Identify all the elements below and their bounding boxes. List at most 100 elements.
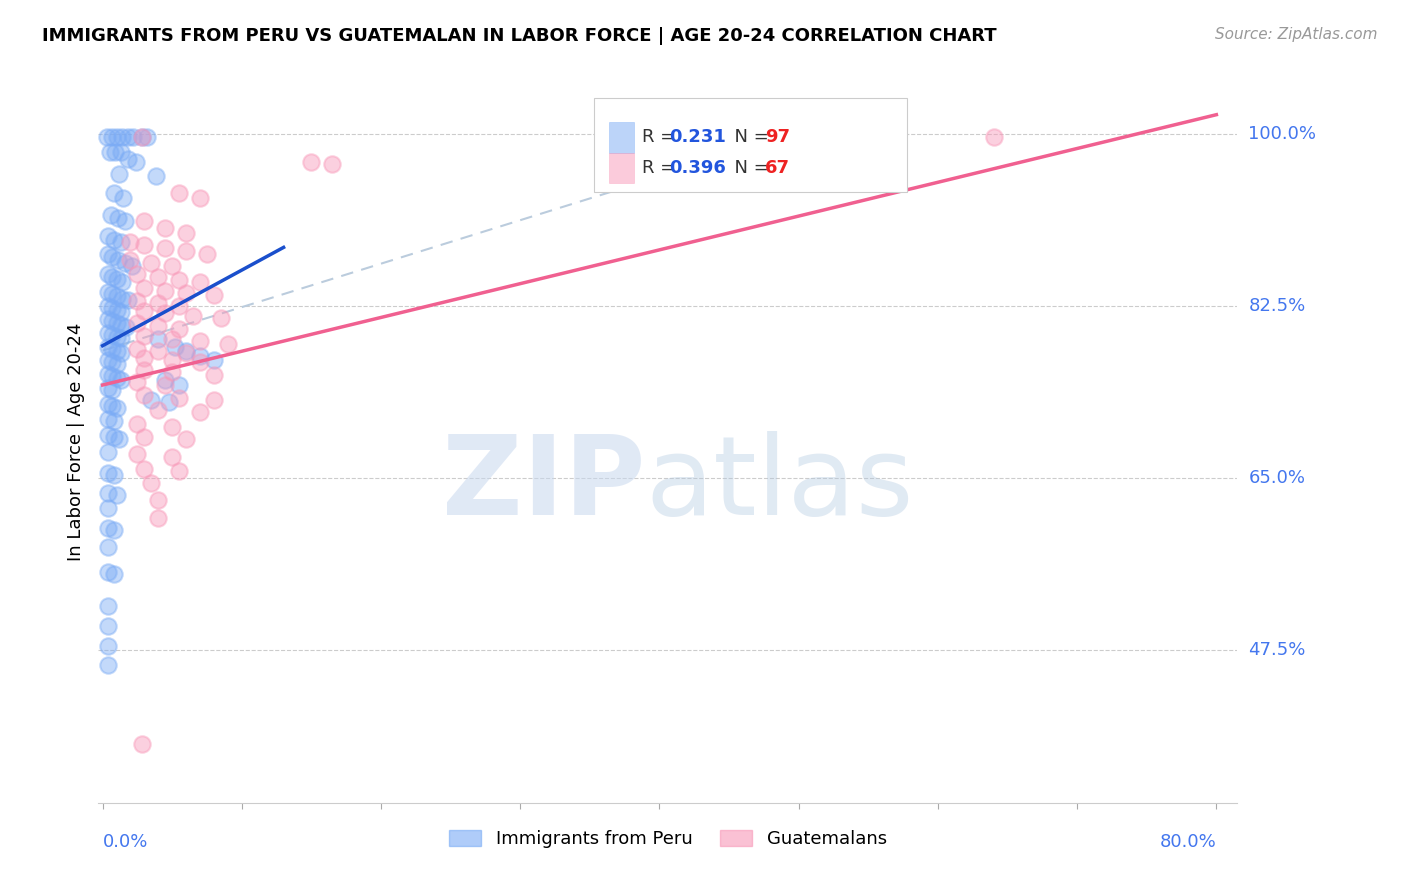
- Point: [127, 316, 149, 330]
- Point: [97, 285, 120, 299]
- Point: [155, 373, 177, 387]
- Point: [188, 334, 211, 348]
- Point: [844, 130, 866, 145]
- Point: [105, 357, 128, 371]
- Point: [167, 391, 190, 405]
- Point: [114, 214, 136, 228]
- Point: [105, 330, 128, 344]
- Text: R =: R =: [641, 128, 681, 146]
- Point: [131, 130, 153, 145]
- Point: [174, 226, 197, 240]
- Point: [301, 154, 323, 169]
- Point: [148, 296, 170, 310]
- Text: 67: 67: [765, 159, 790, 177]
- Point: [111, 275, 134, 289]
- Text: 82.5%: 82.5%: [1249, 297, 1306, 316]
- Point: [120, 235, 142, 250]
- Point: [141, 476, 163, 491]
- Text: IMMIGRANTS FROM PERU VS GUATEMALAN IN LABOR FORCE | AGE 20-24 CORRELATION CHART: IMMIGRANTS FROM PERU VS GUATEMALAN IN LA…: [42, 27, 997, 45]
- Point: [160, 420, 183, 434]
- Point: [101, 399, 124, 413]
- Point: [167, 464, 190, 478]
- Text: 47.5%: 47.5%: [1249, 641, 1306, 659]
- FancyBboxPatch shape: [609, 122, 634, 153]
- Point: [97, 267, 120, 281]
- Point: [148, 402, 170, 417]
- Point: [105, 488, 128, 502]
- Point: [97, 368, 120, 382]
- Point: [155, 378, 177, 392]
- Point: [148, 343, 170, 358]
- Point: [105, 316, 128, 330]
- Point: [98, 145, 121, 159]
- Point: [188, 191, 211, 205]
- Point: [127, 342, 149, 356]
- Point: [202, 392, 225, 407]
- Point: [101, 130, 124, 145]
- Point: [160, 353, 183, 368]
- Point: [105, 288, 128, 302]
- Point: [117, 293, 139, 308]
- FancyBboxPatch shape: [609, 153, 634, 183]
- Point: [105, 303, 128, 318]
- Point: [160, 259, 183, 273]
- Point: [167, 186, 190, 201]
- Point: [97, 520, 120, 534]
- Point: [97, 381, 120, 395]
- Point: [97, 326, 120, 340]
- Point: [110, 345, 132, 359]
- Point: [134, 329, 156, 343]
- Point: [155, 306, 177, 320]
- Point: [134, 281, 156, 295]
- Point: [97, 445, 120, 459]
- Point: [134, 363, 156, 377]
- Point: [160, 365, 183, 379]
- Point: [174, 432, 197, 446]
- Point: [134, 351, 156, 366]
- Point: [103, 468, 125, 483]
- Point: [97, 299, 120, 313]
- Point: [100, 208, 122, 222]
- Point: [209, 311, 232, 326]
- Point: [101, 327, 124, 342]
- Text: 0.231: 0.231: [669, 128, 725, 146]
- Point: [167, 273, 190, 287]
- FancyBboxPatch shape: [593, 98, 907, 193]
- Point: [127, 417, 149, 432]
- Point: [101, 314, 124, 328]
- Text: 0.0%: 0.0%: [103, 833, 148, 851]
- Point: [127, 447, 149, 461]
- Point: [167, 378, 190, 392]
- Point: [110, 305, 132, 319]
- Point: [195, 247, 218, 261]
- Point: [131, 737, 153, 751]
- Point: [97, 412, 120, 426]
- Point: [105, 272, 128, 286]
- Point: [136, 130, 159, 145]
- Point: [181, 309, 204, 323]
- Point: [101, 250, 124, 264]
- Point: [134, 238, 156, 252]
- Point: [117, 152, 139, 166]
- Point: [96, 130, 118, 145]
- Point: [115, 320, 138, 334]
- Point: [97, 540, 120, 554]
- Point: [97, 658, 120, 673]
- Point: [155, 241, 177, 255]
- Point: [108, 167, 131, 181]
- Point: [101, 355, 124, 369]
- Point: [127, 267, 149, 281]
- Point: [134, 388, 156, 402]
- Point: [202, 353, 225, 368]
- Point: [174, 244, 197, 259]
- Point: [148, 269, 170, 284]
- Point: [97, 312, 120, 326]
- Point: [103, 186, 125, 201]
- Point: [163, 340, 186, 354]
- Point: [104, 145, 127, 159]
- Point: [105, 401, 128, 415]
- Text: 97: 97: [765, 128, 790, 146]
- Point: [141, 392, 163, 407]
- Point: [97, 397, 120, 411]
- Point: [159, 394, 181, 409]
